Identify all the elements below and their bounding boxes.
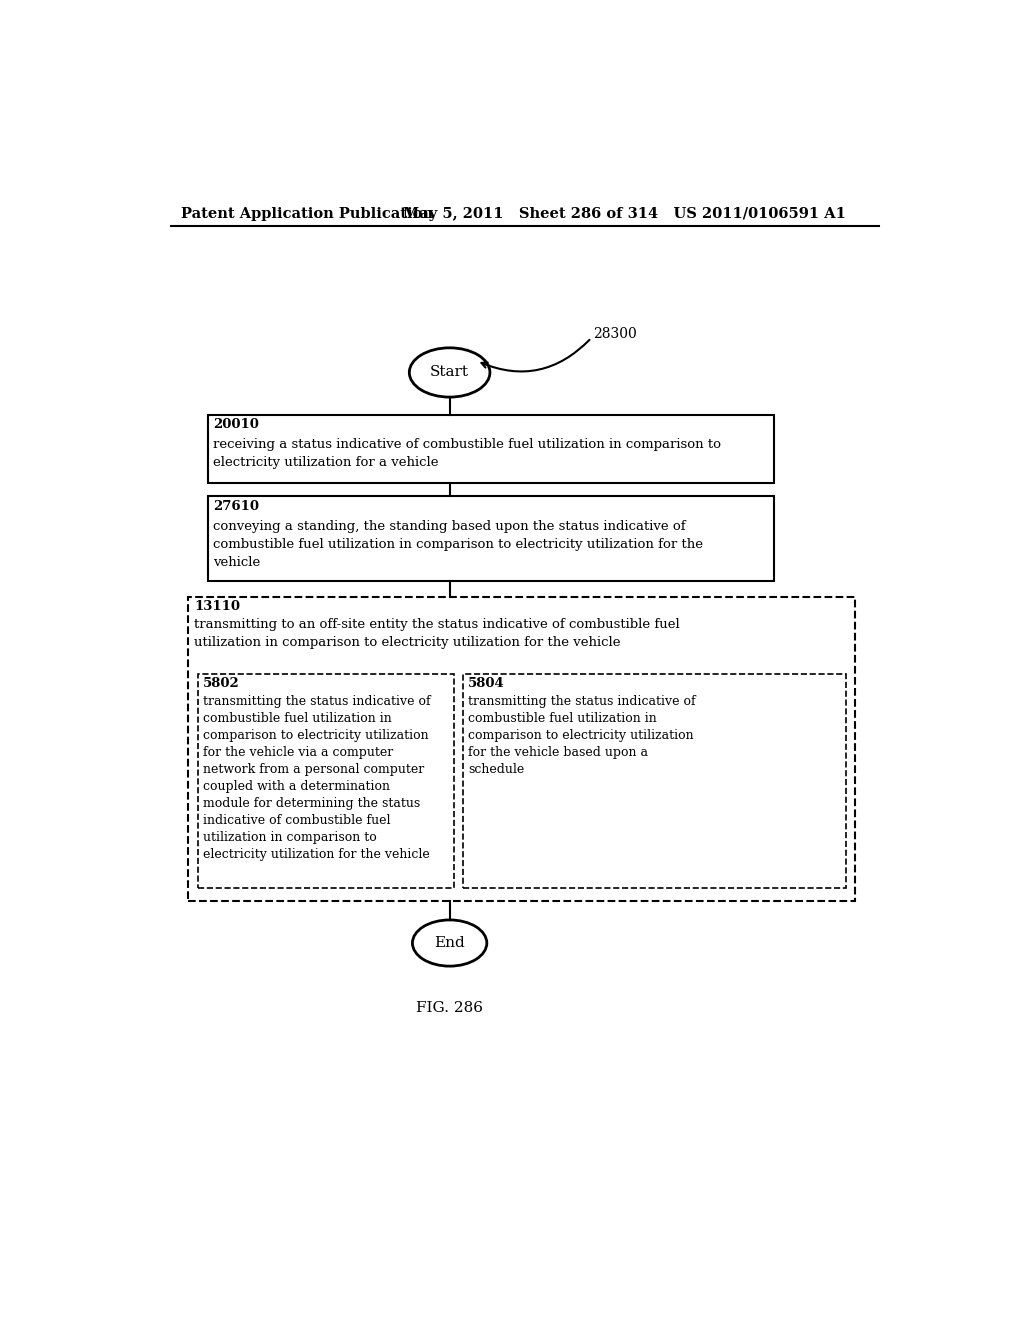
Text: receiving a status indicative of combustible fuel utilization in comparison to
e: receiving a status indicative of combust… [213, 438, 721, 469]
Text: FIG. 286: FIG. 286 [416, 1002, 483, 1015]
Text: 5802: 5802 [203, 677, 240, 690]
Text: Patent Application Publication: Patent Application Publication [180, 207, 433, 220]
Text: conveying a standing, the standing based upon the status indicative of
combustib: conveying a standing, the standing based… [213, 520, 703, 569]
Text: 20010: 20010 [213, 418, 259, 432]
Text: transmitting the status indicative of
combustible fuel utilization in
comparison: transmitting the status indicative of co… [468, 696, 696, 776]
Ellipse shape [413, 920, 486, 966]
Bar [188, 597, 855, 900]
Text: May 5, 2011   Sheet 286 of 314   US 2011/0106591 A1: May 5, 2011 Sheet 286 of 314 US 2011/010… [403, 207, 846, 220]
Bar [198, 673, 454, 887]
Text: 5804: 5804 [468, 677, 505, 690]
Text: Start: Start [430, 366, 469, 379]
Bar [463, 673, 846, 887]
Bar [208, 496, 773, 581]
Text: 28300: 28300 [593, 327, 637, 341]
Bar [208, 414, 773, 483]
Ellipse shape [410, 348, 489, 397]
Text: End: End [434, 936, 465, 950]
Text: 27610: 27610 [213, 500, 259, 513]
Text: 13110: 13110 [194, 601, 240, 612]
Text: transmitting the status indicative of
combustible fuel utilization in
comparison: transmitting the status indicative of co… [203, 696, 431, 861]
Text: transmitting to an off-site entity the status indicative of combustible fuel
uti: transmitting to an off-site entity the s… [194, 618, 680, 649]
